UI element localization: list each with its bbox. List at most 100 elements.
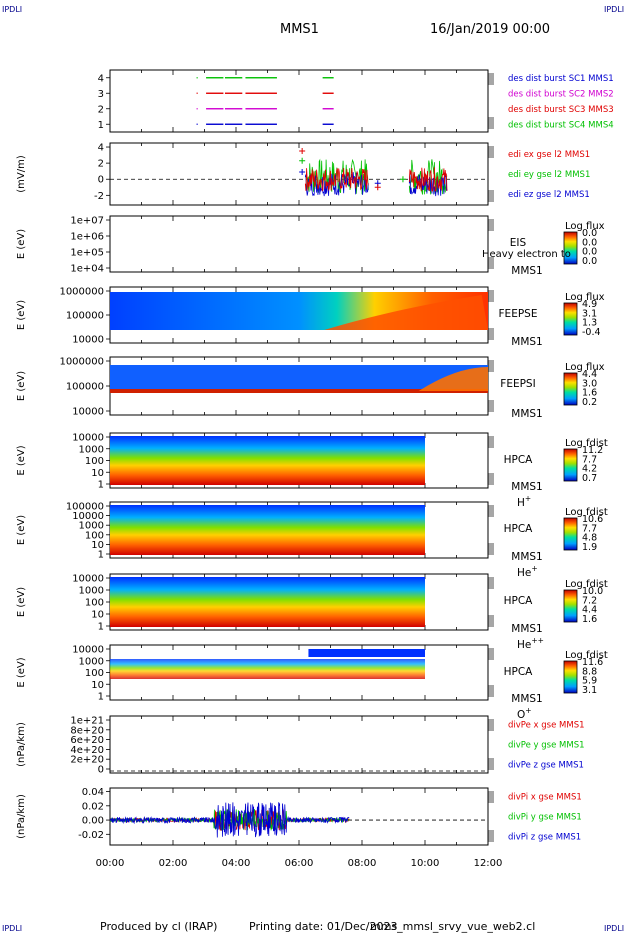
burst-interval-mark (322, 77, 334, 79)
edi-marker (374, 184, 381, 191)
hpca_he-spectrogram (110, 505, 425, 555)
hpca_hepp-colorbar-tick: 7.2 (582, 595, 597, 606)
hpca_he-spacecraft-label: MMS1 (511, 551, 542, 563)
edi-marker (299, 148, 306, 155)
divpe-y-tick-label: 1e+21 (70, 716, 104, 727)
eis-colorbar (563, 231, 578, 265)
feepsi-colorbar-title: Log flux (565, 362, 605, 373)
burst-interval-mark (322, 108, 334, 110)
eis-instrument-label: EIS (510, 237, 527, 249)
x-tick-label: 06:00 (285, 858, 314, 869)
hpca_he-y-tick-label: 1 (98, 550, 104, 561)
x-tick-label: 10:00 (411, 858, 440, 869)
feepse-instrument-label: FEEPSE (499, 308, 538, 320)
feepse-colorbar-tick: 4.9 (582, 299, 597, 310)
footer-printing-date: Printing date: 01/Dec/2023 (249, 920, 398, 933)
feepse-ylabel: E (eV) (16, 300, 27, 330)
hpca_h-ylabel: E (eV) (16, 445, 27, 475)
hpca_o-ylabel: E (eV) (16, 657, 27, 687)
eis-spacecraft-label: MMS1 (511, 265, 542, 277)
eis-colorbar-tick: 0.0 (582, 256, 597, 267)
feepse-colorbar-title: Log flux (565, 292, 605, 303)
edi-y-tick-label: 0 (98, 175, 104, 186)
hpca_h-y-tick-label: 10 (91, 468, 104, 479)
eis-colorbar-tick: 0.0 (582, 237, 597, 248)
burst-y-tick-label: 3 (98, 89, 104, 100)
feepsi-spacecraft-label: MMS1 (511, 408, 542, 420)
edi-y-tick-label: 2 (98, 159, 104, 170)
hpca_hepp-colorbar-tick: 1.6 (582, 614, 597, 625)
eis-colorbar-tick: 0.0 (582, 228, 597, 239)
hpca_o-y-tick-label: 10000 (72, 645, 104, 656)
divpi-y-tick-label: -0.02 (78, 830, 104, 841)
hpca_h-spectrogram (110, 436, 425, 485)
eis-y-tick-label: 1e+05 (70, 248, 104, 259)
burst-interval-mark (224, 77, 243, 79)
hpca_hepp-instrument-label: HPCA (504, 595, 534, 607)
divpe-y-tick-label: 8e+20 (70, 725, 104, 736)
edi-y-tick-label: -2 (94, 191, 104, 202)
edi-trace (304, 172, 369, 197)
feepsi-y-tick-label: 100000 (66, 382, 104, 393)
hpca_he-colorbar-tick: 1.9 (582, 542, 597, 553)
hpca_hepp-colorbar-tick: 10.0 (582, 586, 603, 597)
eis-colorbar-tick: 0.0 (582, 247, 597, 258)
hpca_hepp-y-tick-label: 1000 (79, 586, 104, 597)
hpca_o-y-tick-label: 100 (85, 668, 104, 679)
hpca_o-species-charge: + (525, 706, 531, 715)
edi-marker (299, 157, 306, 164)
burst-y-tick-label: 4 (98, 73, 104, 84)
burst-interval-mark (224, 108, 243, 110)
hpca_he-y-tick-label: 10000 (72, 511, 104, 522)
divpe-y-tick-label: 6e+20 (70, 735, 104, 746)
hpca_o-y-tick-label: 1000 (79, 656, 104, 667)
burst-legend-entry: des dist burst SC2 MMS2 (508, 89, 614, 99)
divpe-y-tick-label: 0 (98, 765, 104, 776)
hpca_h-y-tick-label: 10000 (72, 433, 104, 444)
divpi-y-tick-label: 0.04 (82, 787, 104, 798)
burst-interval-mark (322, 92, 334, 94)
footer-filename: mms_mmsl_srvy_vue_web2.cl (370, 920, 536, 933)
burst-interval-mark (245, 108, 277, 110)
burst-legend-entry: des dist burst SC3 MMS3 (508, 105, 614, 115)
feepsi-colorbar-tick: 3.0 (582, 378, 597, 389)
edi-legend-entry: edi ex gse l2 MMS1 (508, 150, 590, 160)
hpca_he-colorbar-title: Log fdist (565, 507, 608, 518)
hpca_he-species-charge: + (531, 564, 537, 573)
hpca_hepp-spacecraft-label: MMS1 (511, 623, 542, 635)
burst-y-tick-label: 2 (98, 104, 104, 115)
burst-legend-entry: des dist burst SC1 MMS1 (508, 74, 614, 84)
feepsi-instrument-label: FEEPSI (500, 378, 535, 390)
burst-interval-mark (196, 123, 198, 125)
feepsi-colorbar-tick: 1.6 (582, 388, 597, 399)
edi-ylabel: (mV/m) (16, 155, 27, 193)
hpca_h-colorbar-tick: 11.2 (582, 445, 603, 456)
eis-ylabel: E (eV) (16, 229, 27, 259)
corner-label-bottom-left: IPDLI (2, 924, 23, 933)
divpi-y-tick-label: 0.02 (82, 801, 104, 812)
hpca_h-colorbar-title: Log fdist (565, 438, 608, 449)
hpca_hepp-species-label: He++ (517, 636, 544, 651)
hpca_hepp-species-charge: ++ (531, 636, 544, 645)
burst-frame (109, 69, 489, 133)
divpi-ylabel: (nPa/km) (16, 794, 27, 839)
hpca_hepp-spectrogram (110, 577, 425, 627)
divpe-legend-entry: divPe y gse MMS1 (508, 741, 585, 751)
burst-interval-mark (196, 77, 198, 79)
hpca_o-colorbar-tick: 11.6 (582, 657, 603, 668)
hpca_o-colorbar-title: Log fdist (565, 650, 608, 661)
edi-y-tick-label: 4 (98, 143, 104, 154)
hpca_o-colorbar-tick: 5.9 (582, 676, 597, 687)
burst-interval-mark (245, 123, 277, 125)
divpe-y-tick-label: 4e+20 (70, 745, 104, 756)
hpca_hepp-y-tick-label: 10000 (72, 574, 104, 585)
divpi-legend-entry: divPi z gse MMS1 (508, 833, 581, 843)
hpca_o-colorbar-tick: 8.8 (582, 666, 597, 677)
edi-marker (299, 168, 306, 175)
eis-frame (109, 215, 489, 273)
hpca_he-instrument-label: HPCA (504, 523, 534, 535)
edi-trace (408, 167, 448, 192)
divpi-legend-entry: divPi y gse MMS1 (508, 813, 582, 823)
burst-interval-mark (196, 92, 198, 94)
feepse-y-tick-label: 1000000 (59, 287, 104, 298)
